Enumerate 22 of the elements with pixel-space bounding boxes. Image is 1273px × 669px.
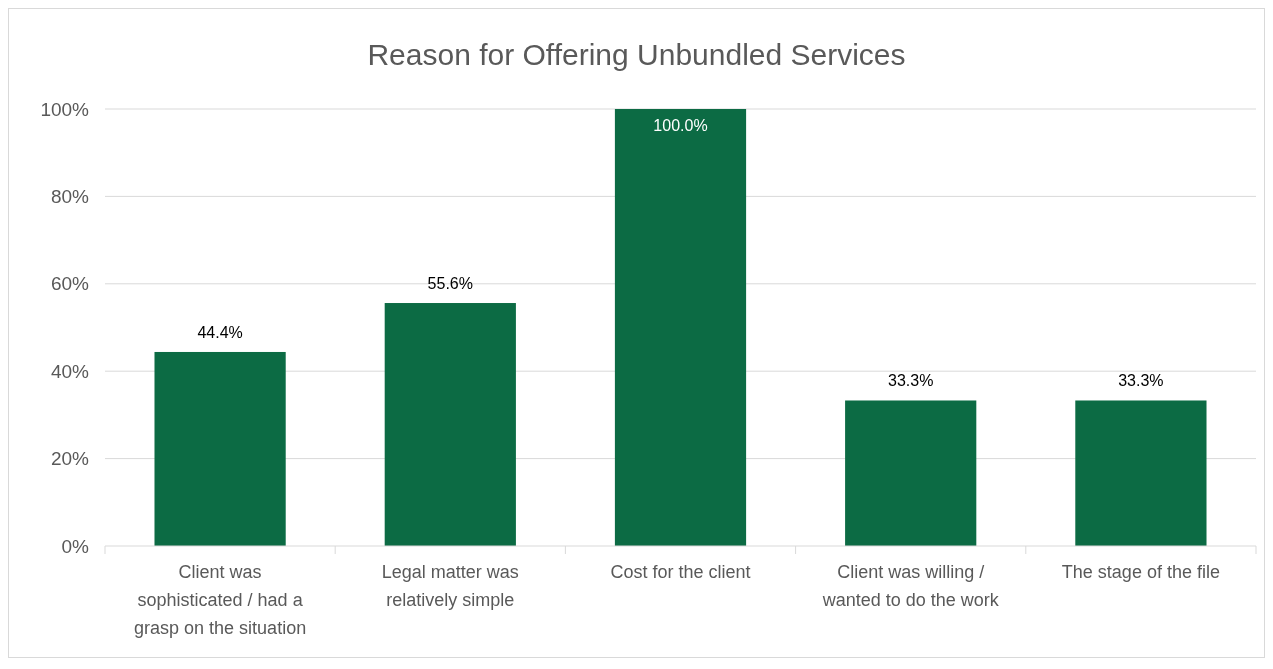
y-tick-label: 0% [61, 535, 90, 557]
data-label: 44.4% [197, 323, 243, 341]
y-tick-label: 80% [50, 186, 90, 208]
data-label: 55.6% [427, 275, 473, 293]
bar [845, 400, 977, 546]
y-tick-label: 40% [50, 360, 90, 382]
bar [614, 109, 747, 546]
bar [384, 303, 516, 546]
x-tick-label: Cost for the client [610, 562, 751, 582]
chart-title: Reason for Offering Unbundled Services [367, 38, 906, 71]
y-tick-label: 100% [40, 98, 90, 120]
bar [1075, 400, 1207, 546]
x-tick-label: Legal matter was relatively simple [381, 562, 519, 610]
data-label: 33.3% [888, 372, 934, 390]
x-tick-label: The stage of the file [1061, 562, 1220, 582]
y-tick-label: 20% [50, 448, 90, 470]
x-tick-label: Client was willing / wanted to do the work [821, 562, 1000, 610]
data-label: 100.0% [653, 117, 708, 134]
data-label: 33.3% [1118, 372, 1164, 390]
bar [154, 351, 286, 546]
x-tick-label: Client was sophisticated / had a grasp on the situation [134, 562, 307, 638]
y-tick-label: 60% [50, 273, 90, 295]
